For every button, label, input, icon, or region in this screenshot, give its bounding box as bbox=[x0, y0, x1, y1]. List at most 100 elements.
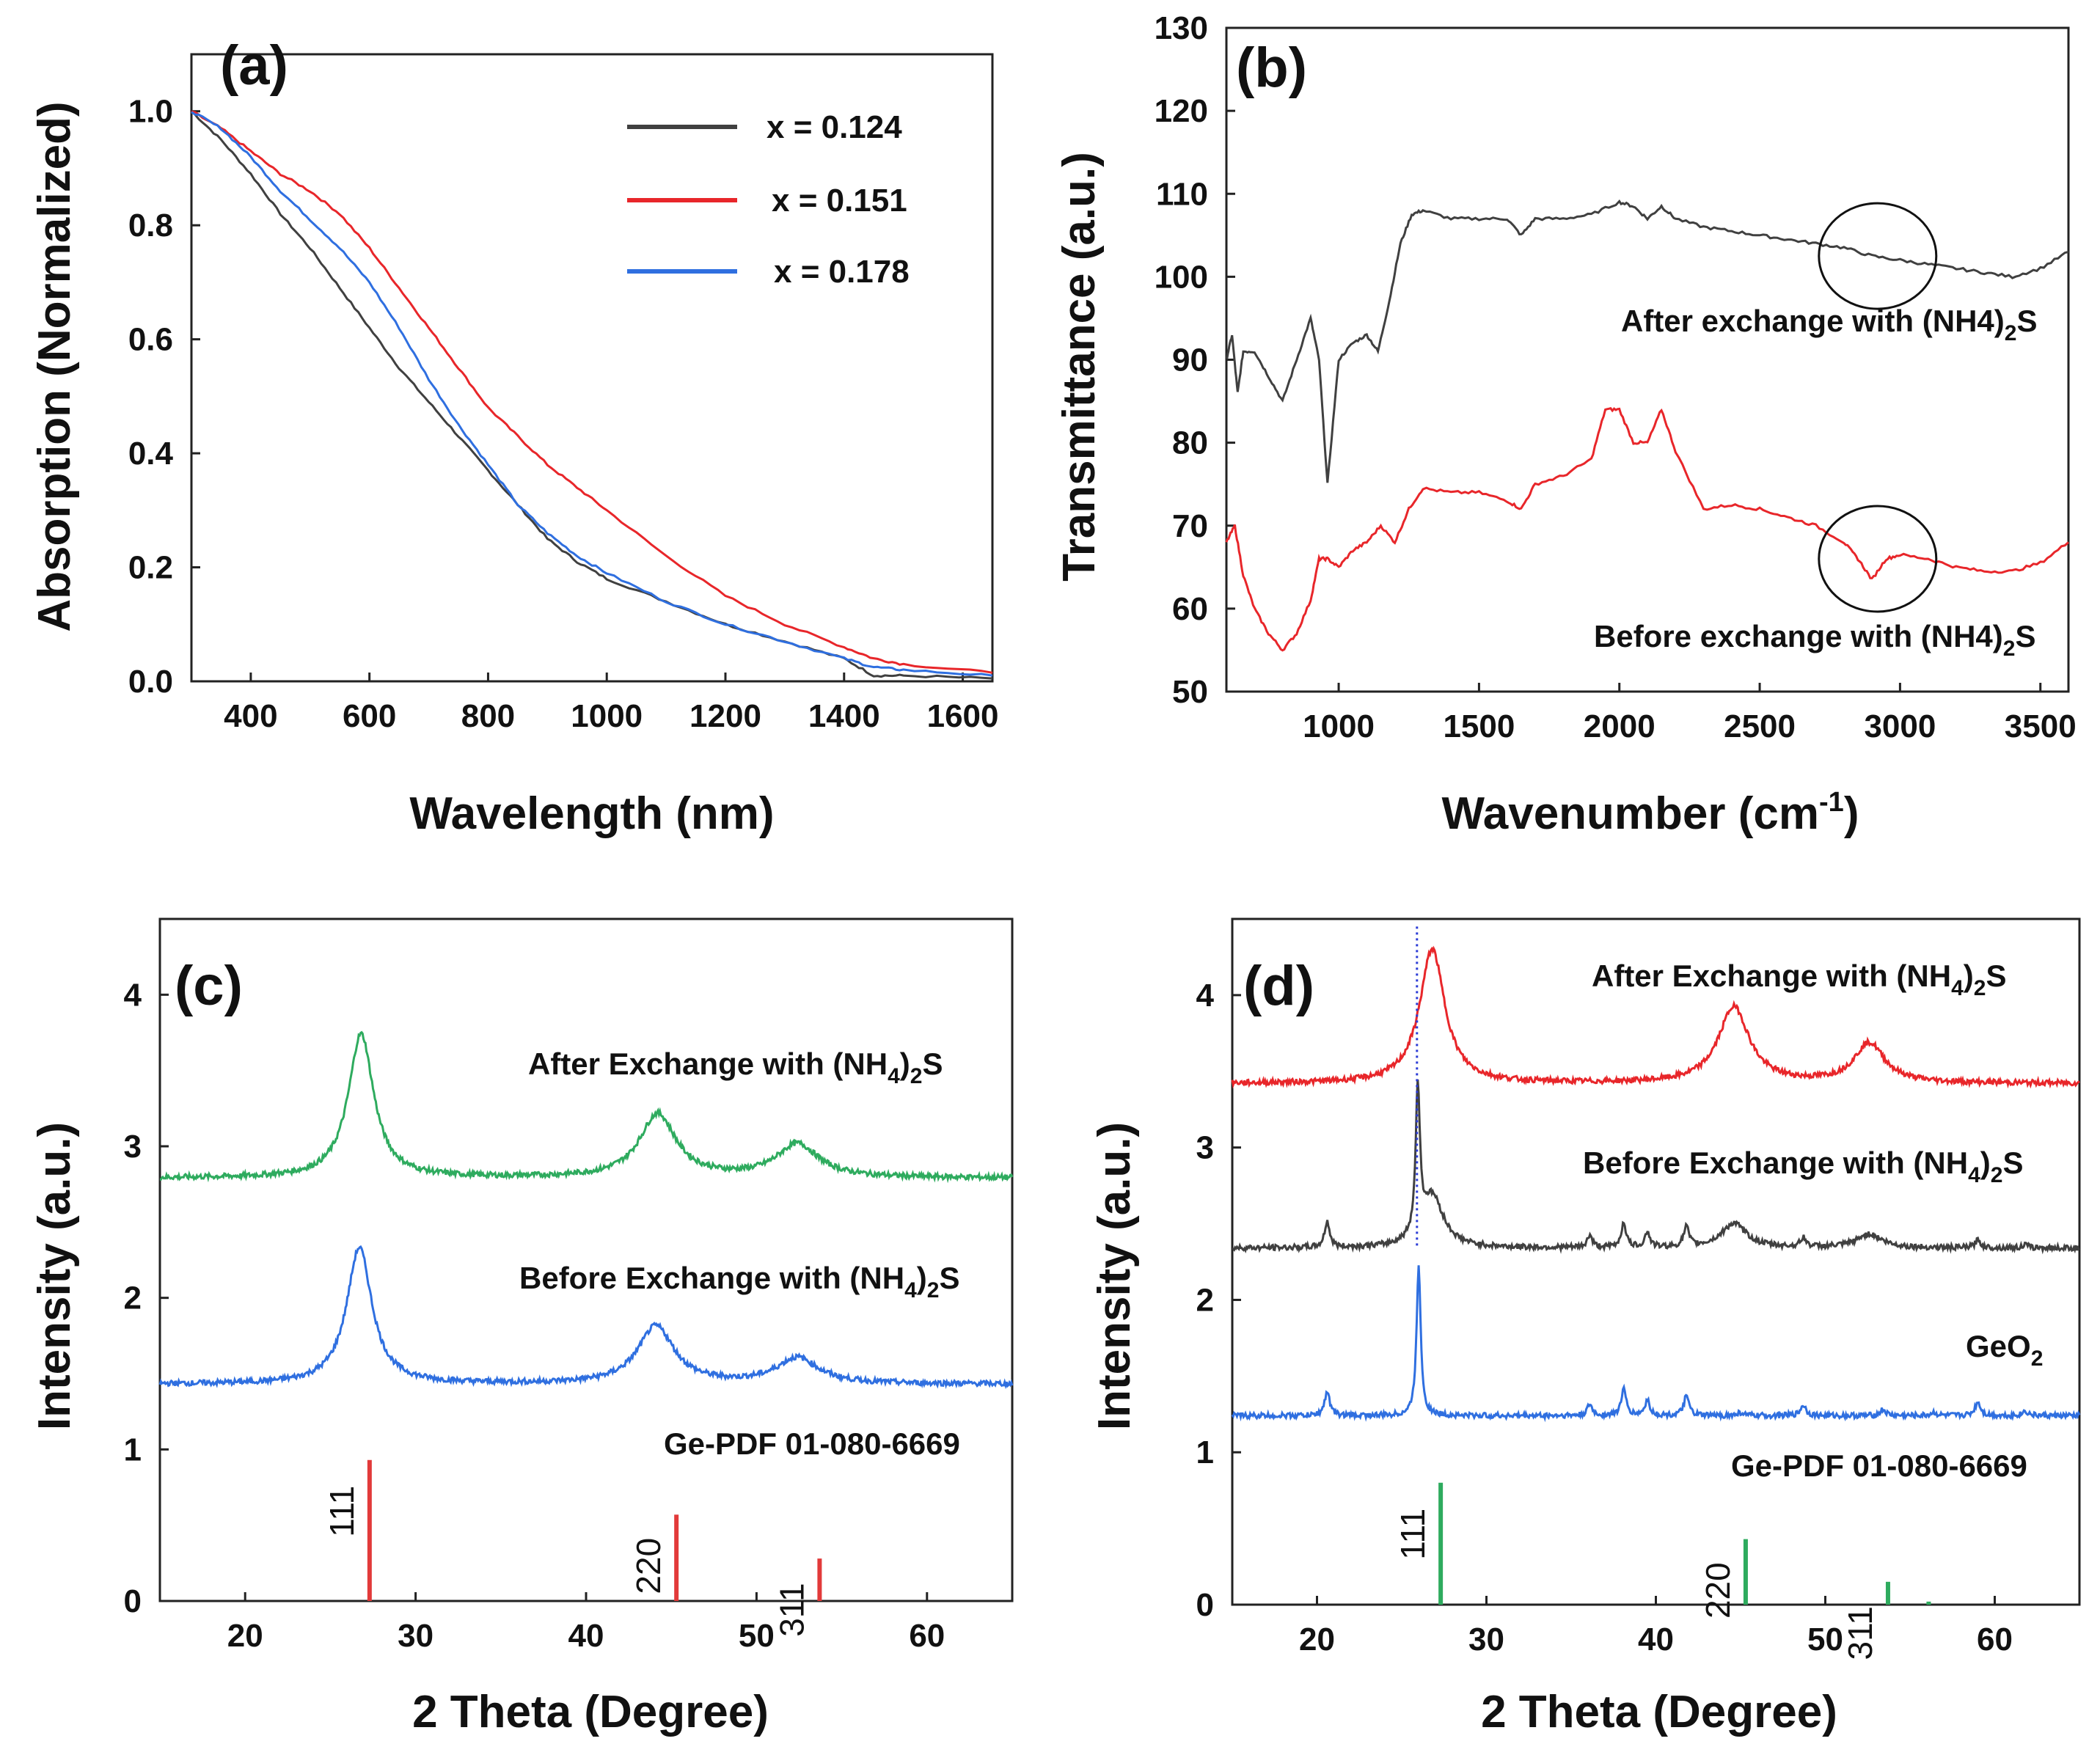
annotation-before-b: Before exchange with (NH4)2S bbox=[1594, 619, 2035, 661]
panel-label-b: (b) bbox=[1236, 37, 1307, 99]
annotation-after-d-text: After Exchange with (NH bbox=[1592, 959, 1951, 993]
x-tick-label: 1500 bbox=[1443, 708, 1515, 744]
series-line-x-0-178 bbox=[191, 111, 993, 677]
legend-label-2: x = 0.178 bbox=[774, 254, 910, 290]
annotation-before-b-tail: S bbox=[2015, 619, 2035, 653]
plot-frame-a bbox=[190, 53, 994, 683]
x-tick-label: 30 bbox=[398, 1618, 433, 1654]
x-axis-label-b-main: Wavenumber (cm bbox=[1442, 788, 1820, 839]
x-tick-label: 1000 bbox=[571, 698, 643, 734]
annotation-before-c: Before Exchange with (NH4)2S bbox=[519, 1261, 959, 1302]
x-tick-label: 3500 bbox=[2005, 708, 2077, 744]
y-tick-label: 0.8 bbox=[128, 208, 173, 243]
series-a bbox=[190, 110, 993, 680]
y-tick-label: 130 bbox=[1155, 10, 1208, 46]
legend-a: x = 0.124 x = 0.151 x = 0.178 bbox=[627, 109, 910, 290]
ticks-a: 400 600 800 1000 1200 1400 1600 0.0 0.2 0.4 0.6 0.8… bbox=[128, 94, 999, 734]
x-tick-label: 1200 bbox=[689, 698, 761, 734]
highlight-circle bbox=[1818, 505, 1938, 613]
annotation-ref-d: Ge-PDF 01-080-6669 bbox=[1731, 1448, 2027, 1483]
x-tick-label: 40 bbox=[1638, 1622, 1674, 1657]
annotation-after-b: After exchange with (NH4)2S bbox=[1621, 304, 2037, 345]
annotation-after-d-sub2: 2 bbox=[1974, 976, 1986, 1000]
annotation-after-d-tail: ) bbox=[1964, 959, 1974, 993]
annotation-before-b-sub: 2 bbox=[2003, 637, 2016, 661]
x-axis-label-c: 2 Theta (Degree) bbox=[412, 1687, 769, 1737]
legend-label-0: x = 0.124 bbox=[767, 109, 902, 145]
annotation-before-d-sub2: 2 bbox=[1991, 1163, 2003, 1187]
y-tick-label: 4 bbox=[124, 977, 142, 1013]
panel-c: 20 30 40 50 60 0 1 2 3 4 111 220 311 (c) 2 Theta (D… bbox=[29, 917, 1014, 1737]
reference-hkl-label: 111 bbox=[323, 1486, 361, 1537]
panel-label-a: (a) bbox=[220, 34, 288, 97]
y-tick-label: 120 bbox=[1155, 93, 1208, 129]
y-tick-label: 2 bbox=[124, 1280, 142, 1316]
y-tick-label: 1.0 bbox=[128, 94, 173, 130]
panel-label-d: (d) bbox=[1243, 955, 1314, 1017]
y-tick-label: 100 bbox=[1155, 259, 1208, 295]
annotation-after-d-sub: 4 bbox=[1951, 976, 1964, 1000]
ticks-c: 20 30 40 50 60 0 1 2 3 4 bbox=[124, 977, 945, 1654]
reference-hkl-label: 220 bbox=[629, 1538, 667, 1594]
annotation-before-c-text: Before Exchange with (NH bbox=[519, 1261, 904, 1295]
y-tick-label: 1 bbox=[1196, 1435, 1214, 1470]
annotation-before-d-tail: ) bbox=[1980, 1146, 1991, 1180]
series-line-after-exchange bbox=[159, 1030, 1014, 1184]
y-tick-label: 60 bbox=[1172, 591, 1208, 627]
annotation-after-d-tail2: S bbox=[1986, 959, 2006, 993]
y-tick-label: 70 bbox=[1172, 508, 1208, 544]
highlight-circle bbox=[1818, 202, 1938, 310]
y-axis-label-d: Intensity (a.u.) bbox=[1089, 1122, 1140, 1430]
panel-label-c: (c) bbox=[175, 955, 243, 1017]
x-tick-label: 800 bbox=[461, 698, 515, 734]
annotation-after-c-text: After Exchange with (NH bbox=[528, 1047, 888, 1081]
reference-hkl-label: 311 bbox=[772, 1583, 811, 1636]
y-axis-label-b: Transmittance (a.u.) bbox=[1054, 152, 1105, 582]
y-axis-label-c: Intensity (a.u.) bbox=[29, 1122, 80, 1430]
x-tick-label: 1600 bbox=[927, 698, 999, 734]
annotation-before-c-sub: 4 bbox=[904, 1278, 917, 1302]
x-axis-label-a: Wavelength (nm) bbox=[409, 788, 774, 839]
annotation-geo2-d-text: GeO bbox=[1966, 1329, 2031, 1363]
y-tick-label: 90 bbox=[1172, 342, 1208, 378]
annotation-geo2-d-sub: 2 bbox=[2031, 1347, 2044, 1371]
x-tick-label: 600 bbox=[343, 698, 396, 734]
annotation-ref-c: Ge-PDF 01-080-6669 bbox=[664, 1426, 960, 1461]
series-line-geo2 bbox=[1231, 1265, 2081, 1423]
reference-hkl-label: 220 bbox=[1699, 1562, 1737, 1619]
annotation-before-c-tail2: S bbox=[939, 1261, 959, 1295]
plot-frame-c bbox=[158, 917, 1014, 1602]
series-line-before bbox=[1225, 406, 2070, 652]
annotation-before-c-tail: ) bbox=[917, 1261, 927, 1295]
x-tick-label: 3000 bbox=[1864, 708, 1936, 744]
legend-label-1: x = 0.151 bbox=[772, 183, 907, 219]
annotation-after-c-tail: ) bbox=[900, 1047, 910, 1081]
series-c: 111 220 311 bbox=[158, 1030, 1014, 1637]
x-tick-label: 50 bbox=[1807, 1622, 1843, 1657]
x-tick-label: 2500 bbox=[1724, 708, 1796, 744]
y-tick-label: 1 bbox=[124, 1432, 142, 1468]
annotation-before-b-text: Before exchange with (NH4) bbox=[1594, 619, 2003, 653]
annotation-geo2-d: GeO2 bbox=[1966, 1329, 2043, 1371]
panel-d: 20 30 40 50 60 0 1 2 3 4 111 220 311 (d) 2 Theta (D… bbox=[1089, 917, 2081, 1737]
x-axis-label-b-sup: -1 bbox=[1819, 787, 1844, 818]
annotation-after-c-sub2: 2 bbox=[910, 1064, 923, 1088]
x-tick-label: 20 bbox=[1299, 1622, 1335, 1657]
annotation-before-d-text: Before Exchange with (NH bbox=[1583, 1146, 1968, 1180]
reference-hkl-label: 311 bbox=[1841, 1606, 1879, 1660]
series-line-x-0-151 bbox=[191, 110, 993, 674]
y-tick-label: 50 bbox=[1172, 674, 1208, 710]
x-tick-label: 20 bbox=[227, 1618, 263, 1654]
plot-frame-b bbox=[1225, 26, 2070, 693]
annotation-after-d: After Exchange with (NH4)2S bbox=[1592, 959, 2006, 1000]
y-tick-label: 0 bbox=[1196, 1587, 1214, 1623]
y-tick-label: 4 bbox=[1196, 978, 1215, 1014]
reference-hkl-label: 111 bbox=[1394, 1509, 1432, 1560]
ticks-b: 1000 1500 2000 2500 3000 3500 50 60 70 80 90 100 110… bbox=[1155, 10, 2077, 744]
x-tick-label: 50 bbox=[739, 1618, 775, 1654]
y-tick-label: 110 bbox=[1156, 176, 1208, 212]
x-tick-label: 1400 bbox=[808, 698, 880, 734]
series-line-before-exchange bbox=[158, 1245, 1014, 1390]
